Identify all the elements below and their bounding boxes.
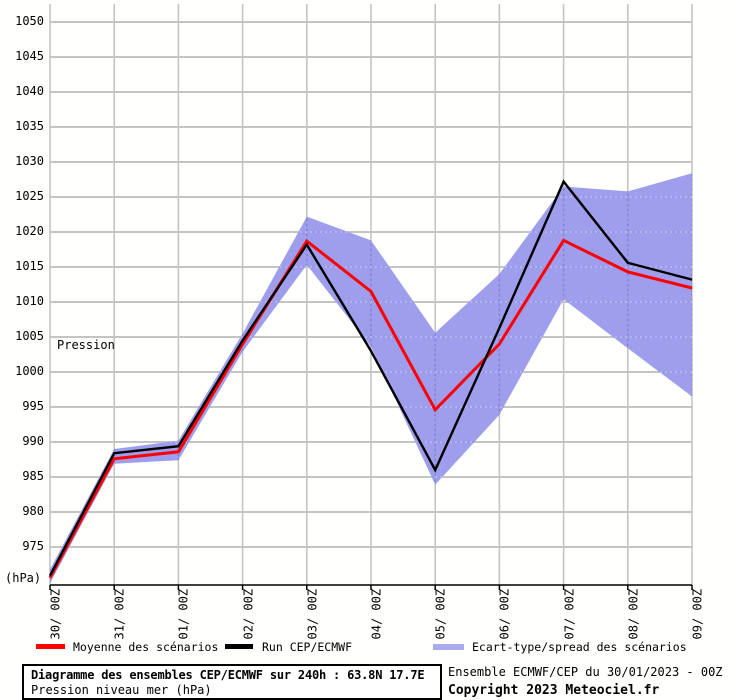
x-tick-label: 01/ 00Z [176,588,191,640]
y-tick-label: 1045 [15,49,44,63]
x-tick-label: 05/ 00Z [433,588,448,640]
x-tick-label: 04/ 00Z [369,588,384,640]
x-tick-label: 31/ 00Z [112,588,127,640]
y-tick-label: 1025 [15,189,44,203]
mean-line-swatch [36,644,65,649]
y-tick-label: 990 [22,434,44,448]
y-tick-label: 1015 [15,259,44,273]
chart-canvas [48,4,693,590]
chart-title: Diagramme des ensembles CEP/ECMWF sur 24… [31,668,425,682]
y-tick-label: 995 [22,399,44,413]
run-line-swatch [225,644,253,649]
y-tick-label: 1020 [15,224,44,238]
y-tick-label: 985 [22,469,44,483]
y-tick-label: 1050 [15,14,44,28]
x-tick-label: 08/ 00Z [626,588,641,640]
y-tick-label: 1040 [15,84,44,98]
y-tick-label: 975 [22,539,44,553]
legend-label-spread: Ecart-type/spread des scénarios [472,640,687,654]
legend-label-mean: Moyenne des scénarios [73,640,219,654]
spread-band-swatch [433,644,464,650]
chart-title-box: Diagramme des ensembles CEP/ECMWF sur 24… [22,664,442,700]
pressure-axis-label: Pression [57,338,115,352]
x-tick-label: 03/ 00Z [305,588,320,640]
x-tick-label: 30/ 00Z [48,588,63,640]
y-tick-label: 1030 [15,154,44,168]
run-info: Ensemble ECMWF/CEP du 30/01/2023 - 00Z [448,665,723,679]
chart-subtitle: Pression niveau mer (hPa) [31,683,212,697]
y-tick-label: 1005 [15,329,44,343]
x-tick-label: 07/ 00Z [562,588,577,640]
legend-label-run: Run CEP/ECMWF [262,640,353,654]
y-tick-label: 1035 [15,119,44,133]
x-tick-label: 02/ 00Z [241,588,256,640]
y-tick-label: 980 [22,504,44,518]
y-tick-label: 1010 [15,294,44,308]
x-tick-label: 09/ 00Z [690,588,705,640]
hpa-unit-label: (hPa) [5,571,42,585]
x-tick-label: 06/ 00Z [497,588,512,640]
copyright: Copyright 2023 Meteociel.fr [448,683,660,698]
y-tick-label: 1000 [15,364,44,378]
